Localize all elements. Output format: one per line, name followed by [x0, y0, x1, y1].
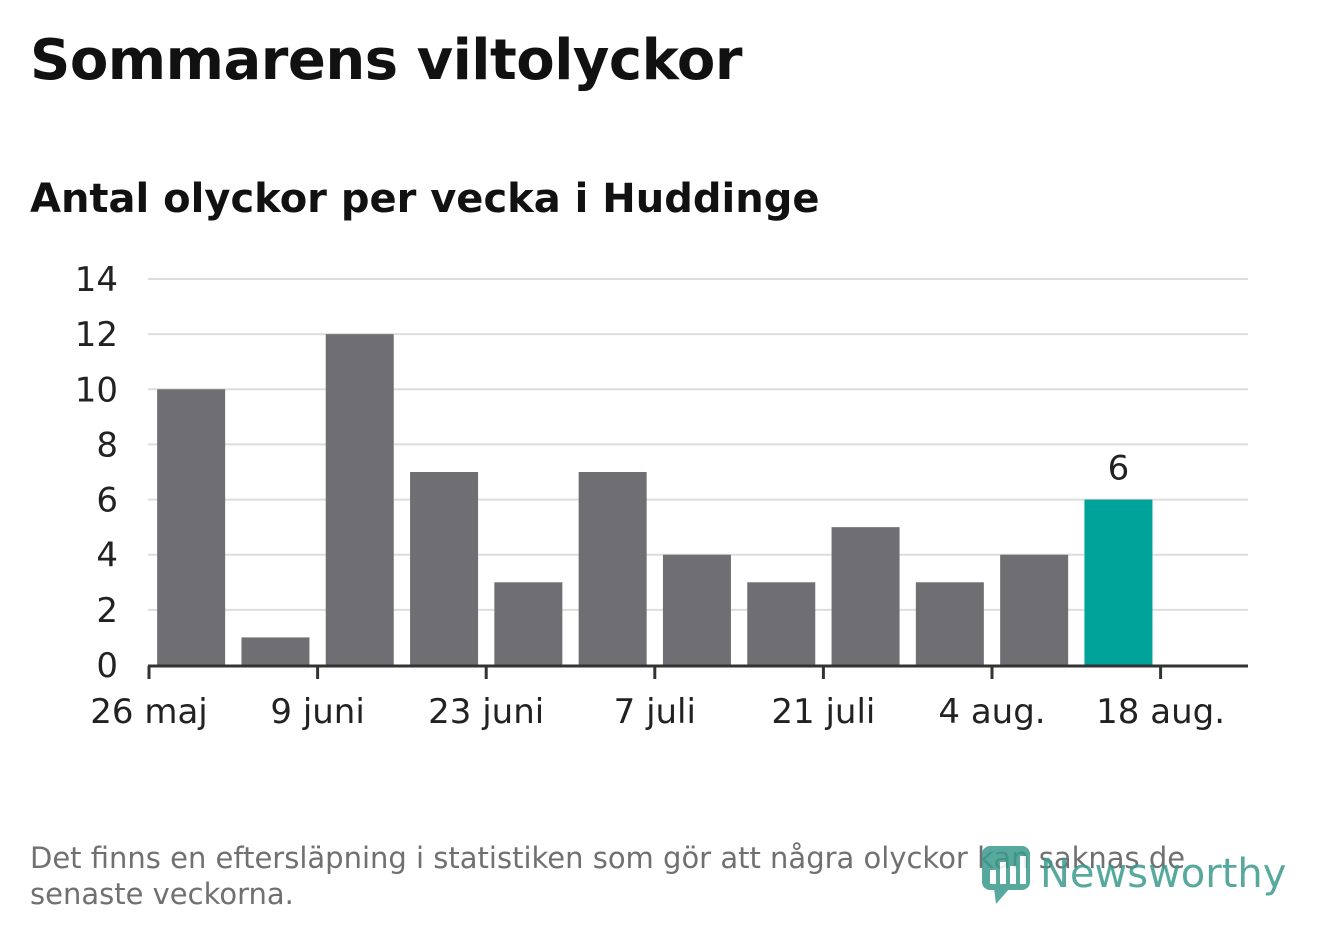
x-axis: 26 maj 9 juni 23 juni 7 juli 21 juli 4 aug. 18…: [90, 664, 1248, 732]
bar: [1084, 499, 1153, 665]
data-labels: 6: [1108, 449, 1130, 489]
y-tick-label: 8: [96, 425, 118, 465]
bar: [410, 472, 479, 665]
bar: [1000, 554, 1069, 665]
x-tick-label: 7 juli: [614, 692, 696, 732]
y-tick-label: 14: [75, 260, 118, 300]
y-tick-label: 6: [96, 481, 118, 521]
x-tick-label: 4 aug.: [938, 692, 1045, 732]
x-tick-label: 21 juli: [771, 692, 875, 732]
y-tick-label: 12: [75, 315, 118, 355]
x-tick-label: 23 juni: [428, 692, 544, 732]
y-tick-label: 0: [96, 646, 118, 686]
x-tick-label: 9 juni: [270, 692, 364, 732]
y-axis-ticks: 0 2 4 6 8 10 12 14: [75, 260, 118, 686]
bar: [157, 389, 226, 665]
chart-subtitle: Antal olyckor per vecka i Huddinge: [30, 176, 820, 222]
bar: [662, 554, 731, 665]
bar-chart: 0 2 4 6 8 10 12 14 26 maj 9 juni 23 juni 7 juli 21 …: [75, 260, 1248, 732]
newsworthy-bar-icon: [982, 846, 1030, 904]
x-tick-label: 26 maj: [90, 692, 207, 732]
newsworthy-logo: Newsworthy: [980, 840, 1286, 908]
bars: [157, 334, 1153, 665]
bar: [241, 637, 310, 665]
bar: [915, 582, 984, 665]
bar: [494, 582, 563, 665]
bar: [747, 582, 816, 665]
highlight-value-label: 6: [1108, 449, 1130, 489]
bar: [325, 334, 394, 665]
bar: [578, 472, 647, 665]
chart-title: Sommarens viltolyckor: [30, 28, 742, 93]
bar: [831, 527, 900, 665]
y-tick-label: 4: [96, 536, 118, 576]
y-tick-label: 2: [96, 591, 118, 631]
y-tick-label: 10: [75, 370, 118, 410]
x-tick-label: 18 aug.: [1096, 692, 1225, 732]
logo-text: Newsworthy: [1040, 851, 1287, 897]
